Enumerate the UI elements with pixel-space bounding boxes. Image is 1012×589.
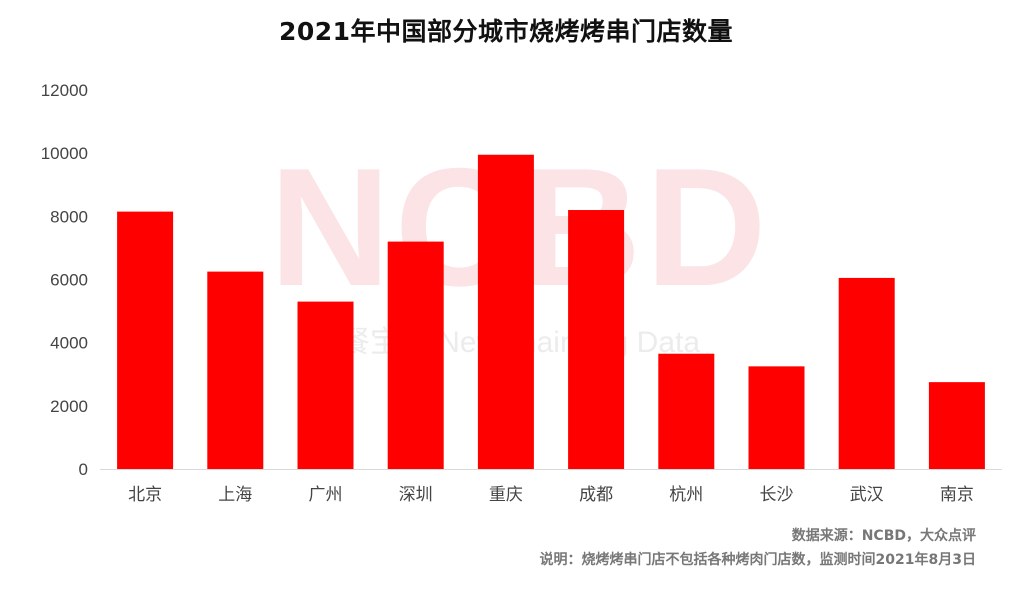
bar xyxy=(928,382,985,469)
source-note: 数据来源：NCBD，大众点评 xyxy=(791,528,976,544)
x-axis: 北京 上海 广州 深圳 重庆 成都 杭州 长沙 武汉 南京 xyxy=(128,485,974,505)
bar xyxy=(748,366,805,469)
bar xyxy=(568,210,625,469)
x-tick-label: 南京 xyxy=(940,485,974,505)
y-axis: 0 2000 4000 6000 8000 10000 12000 xyxy=(41,81,88,479)
bar xyxy=(838,277,895,469)
chart-title: 2021年中国部分城市烧烤烤串门店数量 xyxy=(278,17,734,46)
x-tick-label: 上海 xyxy=(218,485,252,505)
bar xyxy=(297,301,354,469)
bar xyxy=(387,241,444,469)
x-tick-label: 武汉 xyxy=(850,485,884,505)
y-tick-label: 10000 xyxy=(41,144,88,163)
x-tick-label: 北京 xyxy=(128,485,162,505)
x-tick-label: 深圳 xyxy=(399,485,433,505)
x-tick-label: 重庆 xyxy=(489,485,523,505)
x-tick-label: 成都 xyxy=(579,485,613,505)
description-note: 说明：烧烤烤串门店不包括各种烤肉门店数，监测时间2021年8月3日 xyxy=(539,552,976,568)
y-tick-label: 8000 xyxy=(50,207,88,226)
bar xyxy=(477,154,534,469)
x-tick-label: 杭州 xyxy=(669,485,703,505)
y-tick-label: 2000 xyxy=(50,397,88,416)
bar xyxy=(207,271,264,469)
bars xyxy=(117,154,985,470)
bar xyxy=(658,353,715,469)
y-tick-label: 6000 xyxy=(50,271,88,290)
x-tick-label: 长沙 xyxy=(760,485,794,505)
y-tick-label: 0 xyxy=(79,460,88,479)
y-tick-label: 4000 xyxy=(50,334,88,353)
y-tick-label: 12000 xyxy=(41,81,88,100)
bar xyxy=(117,211,174,470)
x-tick-label: 广州 xyxy=(309,485,343,505)
